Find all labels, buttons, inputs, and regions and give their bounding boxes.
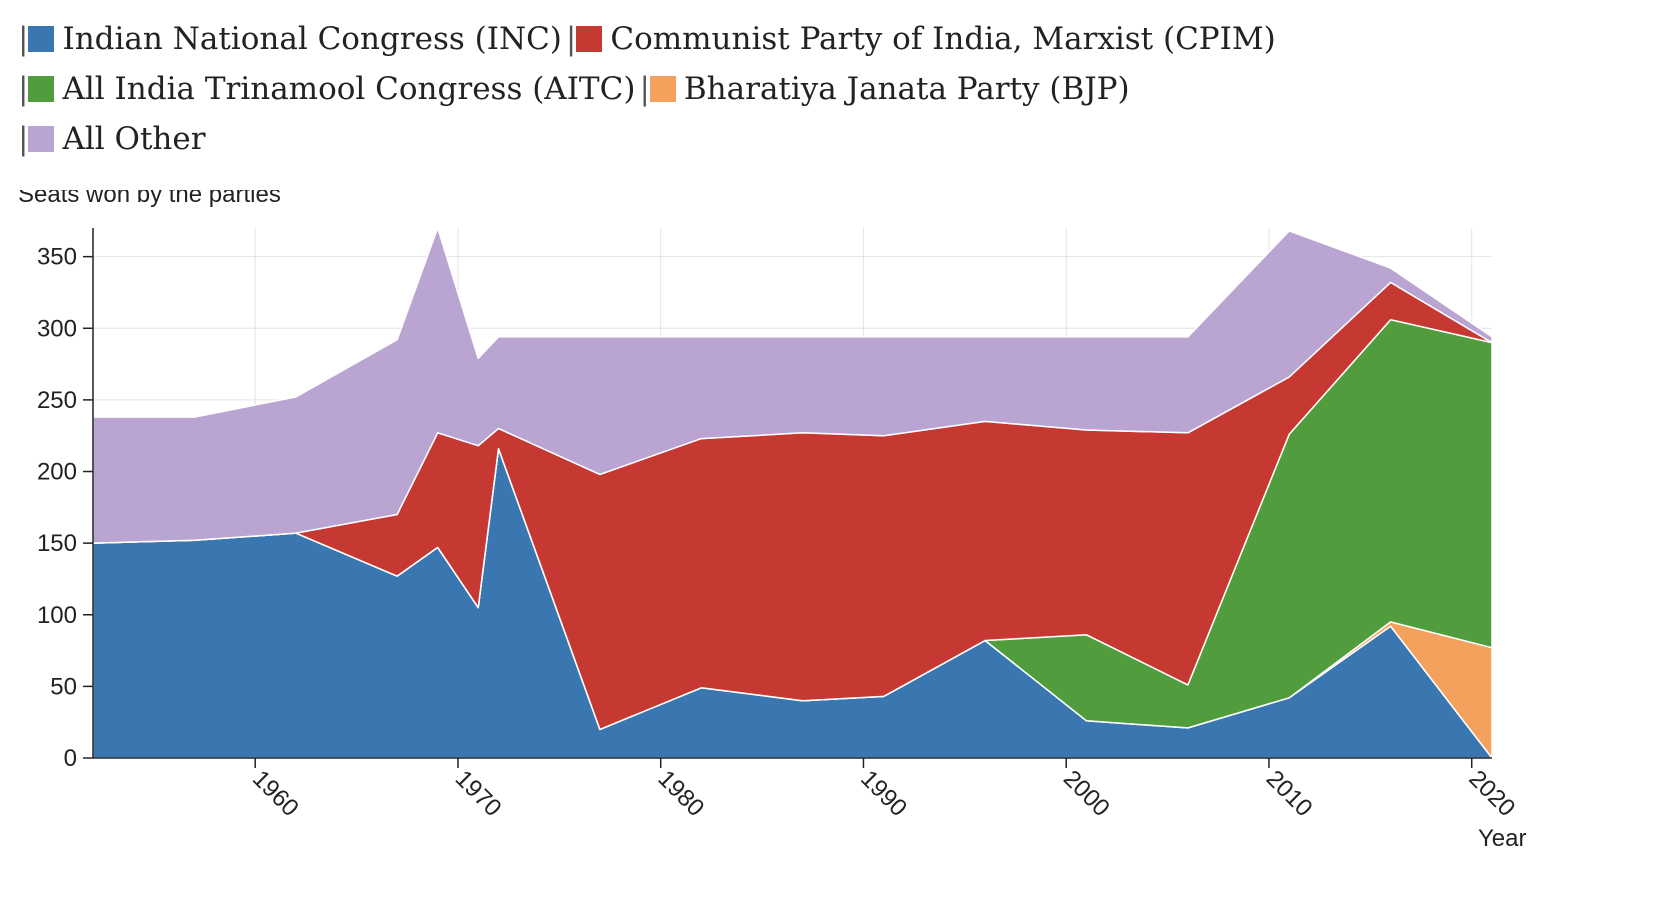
legend-label: Bharatiya Janata Party (BJP)	[683, 71, 1130, 107]
x-tick-label: 2010	[1261, 765, 1318, 822]
legend-swatch	[28, 26, 55, 52]
area-series	[92, 227, 1493, 759]
legend-swatch	[28, 76, 55, 102]
y-tick-label: 350	[37, 244, 77, 271]
y-tick-label: 0	[64, 745, 77, 772]
y-tick-label: 150	[37, 530, 77, 557]
legend-separator: |	[18, 21, 29, 57]
y-axis-label: Seats won by the parties	[18, 190, 281, 208]
stacked-area-chart: Seats won by the parties Year 0 50 100 150 2…	[18, 190, 1527, 852]
y-axis: 0 50 100 150 200 250 300 350	[37, 228, 94, 772]
x-tick-label: 1980	[652, 765, 709, 822]
legend-label: All India Trinamool Congress (AITC)	[62, 71, 636, 107]
legend-row: | Indian National Congress (INC) | Communis…	[18, 14, 1638, 64]
legend-row: | All Other	[18, 114, 1638, 164]
legend-item: Indian National Congress (INC)	[28, 14, 562, 64]
legend-separator: |	[639, 71, 650, 107]
legend-swatch	[649, 76, 676, 102]
x-tick-label: 2020	[1463, 765, 1520, 822]
y-tick-label: 50	[50, 673, 77, 700]
legend-item: All India Trinamool Congress (AITC)	[28, 64, 635, 114]
legend-label: Communist Party of India, Marxist (CPIM)	[610, 21, 1276, 57]
x-axis: 1960 1970 1980 1990 2000 2010 2020	[93, 757, 1520, 822]
legend-item: All Other	[28, 114, 206, 164]
y-tick-label: 100	[37, 602, 77, 629]
y-tick-label: 200	[37, 459, 77, 486]
chart-legend: | Indian National Congress (INC) | Communis…	[18, 14, 1638, 164]
y-tick-label: 250	[37, 387, 77, 414]
legend-item: Communist Party of India, Marxist (CPIM)	[576, 14, 1276, 64]
x-axis-label: Year	[1478, 825, 1527, 852]
x-tick-label: 1960	[247, 765, 304, 822]
y-tick-label: 300	[37, 315, 77, 342]
x-tick-label: 1990	[855, 765, 912, 822]
legend-separator: |	[18, 71, 29, 107]
legend-item: Bharatiya Janata Party (BJP)	[649, 64, 1130, 114]
legend-row: | All India Trinamool Congress (AITC) | Bha…	[18, 64, 1638, 114]
legend-swatch	[28, 126, 55, 152]
x-tick-label: 2000	[1058, 765, 1115, 822]
legend-separator: |	[18, 121, 29, 157]
legend-swatch	[576, 26, 603, 52]
legend-separator: |	[565, 21, 577, 57]
legend-label: Indian National Congress (INC)	[62, 21, 562, 57]
area-series	[92, 227, 1493, 544]
legend-label: All Other	[62, 121, 206, 157]
x-tick-label: 1970	[450, 765, 507, 822]
